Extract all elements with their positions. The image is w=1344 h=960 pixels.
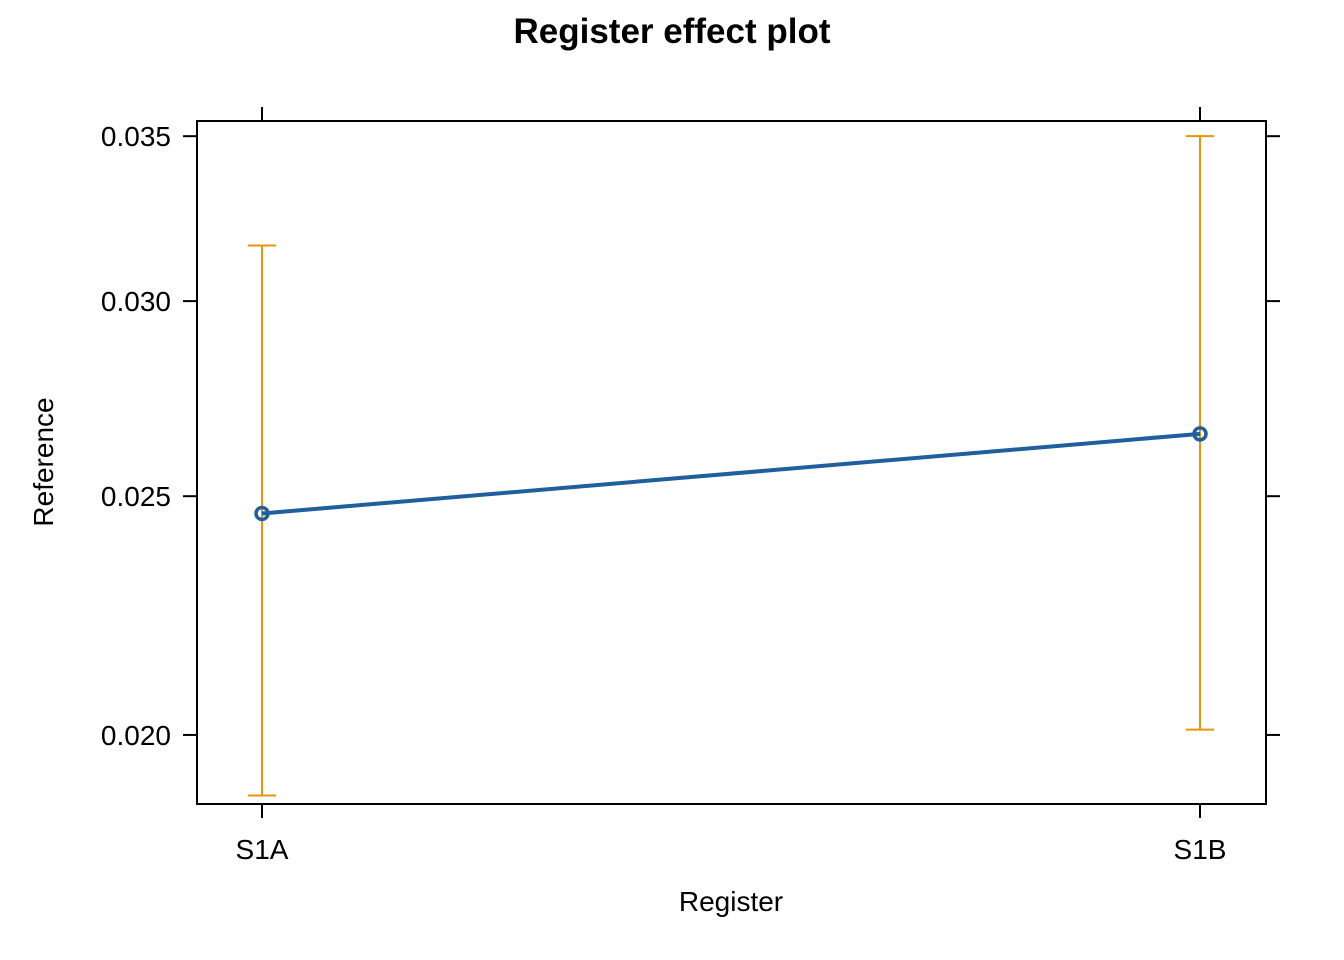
- chart-title: Register effect plot: [514, 12, 831, 51]
- effect-line: [261, 431, 1201, 516]
- x-axis-label: Register: [679, 886, 783, 917]
- effect-points: [254, 426, 1208, 522]
- x-tick-label: S1A: [236, 834, 289, 865]
- x-axis: S1A S1B: [236, 107, 1227, 865]
- series-line: [261, 431, 1201, 516]
- y-tick-label: 0.035: [101, 121, 171, 152]
- y-axis: 0.020 0.025 0.030 0.035: [101, 121, 1280, 751]
- plot-frame: [196, 120, 1267, 805]
- x-tick-label: S1B: [1174, 834, 1227, 865]
- y-axis-label: Reference: [28, 397, 59, 526]
- y-tick-label: 0.020: [101, 720, 171, 751]
- data-point: [254, 505, 270, 522]
- y-tick-label: 0.030: [101, 286, 171, 317]
- data-point: [1192, 426, 1208, 442]
- error-bars: [248, 135, 1214, 797]
- y-tick-label: 0.025: [101, 481, 171, 512]
